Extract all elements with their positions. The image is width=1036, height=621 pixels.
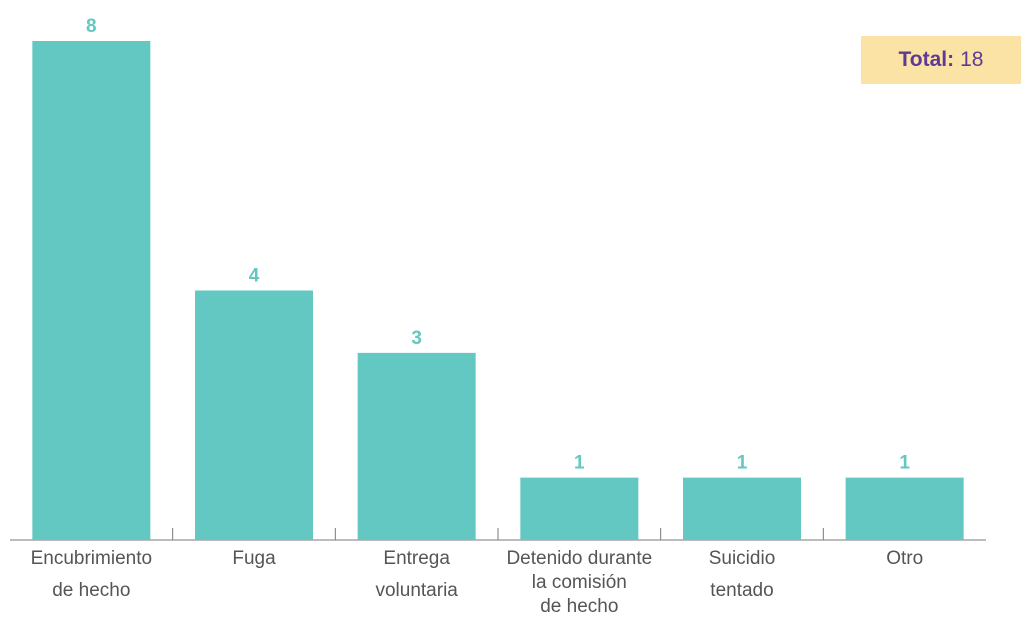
- x-tick-label: Fuga: [232, 548, 276, 569]
- x-tick-label: Encubrimiento: [31, 548, 152, 569]
- bar: [520, 477, 639, 540]
- x-tick-label: de hecho: [52, 580, 130, 601]
- data-label: 1: [574, 453, 585, 474]
- x-tick-label: la comisión: [532, 572, 627, 593]
- bar: [683, 477, 801, 540]
- total-label: Total:: [898, 48, 955, 71]
- bar: [195, 290, 313, 540]
- data-label: 1: [899, 453, 910, 474]
- x-tick-label: Suicidio: [709, 548, 776, 569]
- x-tick-label: Otro: [886, 548, 923, 569]
- x-tick-label: de hecho: [540, 596, 618, 617]
- x-tick-label: tentado: [710, 580, 773, 601]
- data-label: 8: [86, 16, 97, 37]
- total-value: 18: [960, 48, 984, 71]
- x-tick-label: Entrega: [383, 548, 450, 569]
- data-label: 4: [249, 266, 260, 287]
- data-label: 1: [737, 453, 748, 474]
- bar: [845, 477, 964, 540]
- bar: [357, 352, 476, 540]
- total-box: Total: 18: [861, 36, 1021, 84]
- x-tick-label: voluntaria: [375, 580, 458, 601]
- data-label: 3: [411, 328, 422, 349]
- x-tick-label: Detenido durante: [506, 548, 652, 569]
- bar: [32, 41, 151, 540]
